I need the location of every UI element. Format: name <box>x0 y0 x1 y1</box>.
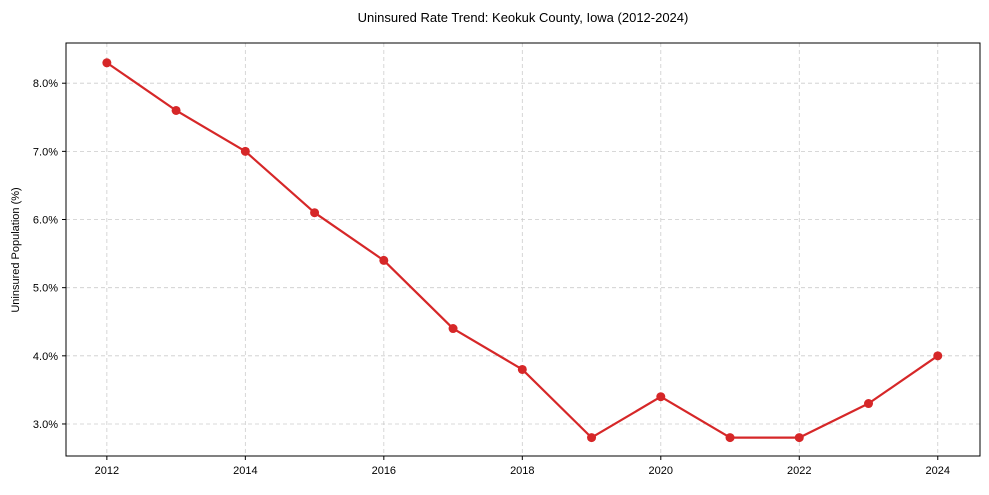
data-point-2023 <box>864 399 874 409</box>
data-point-2024 <box>933 351 943 361</box>
ticks: 2012 2014 2016 2018 2020 2022 2024 3.0% 4.0% 5.0%… <box>33 78 950 477</box>
y-tick-label: 6.0% <box>33 215 58 227</box>
x-tick-label: 2022 <box>787 465 811 477</box>
data-point-2019 <box>587 433 597 443</box>
x-tick-label: 2012 <box>95 465 119 477</box>
x-tick-label: 2020 <box>649 465 673 477</box>
data-point-2016 <box>379 255 389 265</box>
x-tick-label: 2014 <box>233 465 257 477</box>
y-tick-label: 3.0% <box>33 419 58 431</box>
series <box>102 58 943 443</box>
data-point-2022 <box>794 433 804 443</box>
y-tick-label: 8.0% <box>33 78 58 90</box>
y-tick-label: 5.0% <box>33 283 58 295</box>
chart-title: Uninsured Rate Trend: Keokuk County, Iow… <box>358 10 689 25</box>
data-point-2020 <box>656 392 666 402</box>
x-tick-label: 2016 <box>372 465 396 477</box>
plot-frame <box>65 42 981 457</box>
y-tick-label: 7.0% <box>33 146 58 158</box>
grid <box>66 43 980 456</box>
y-tick-label: 4.0% <box>33 351 58 363</box>
data-point-2021 <box>725 433 735 443</box>
y-axis-label: Uninsured Population (%) <box>10 187 22 312</box>
data-point-2015 <box>310 208 320 218</box>
data-point-2018 <box>517 364 527 374</box>
x-tick-label: 2024 <box>926 465 950 477</box>
data-point-2017 <box>448 324 458 334</box>
data-point-2012 <box>102 58 112 68</box>
data-point-2013 <box>171 105 181 115</box>
x-tick-label: 2018 <box>510 465 534 477</box>
data-point-2014 <box>240 146 250 156</box>
